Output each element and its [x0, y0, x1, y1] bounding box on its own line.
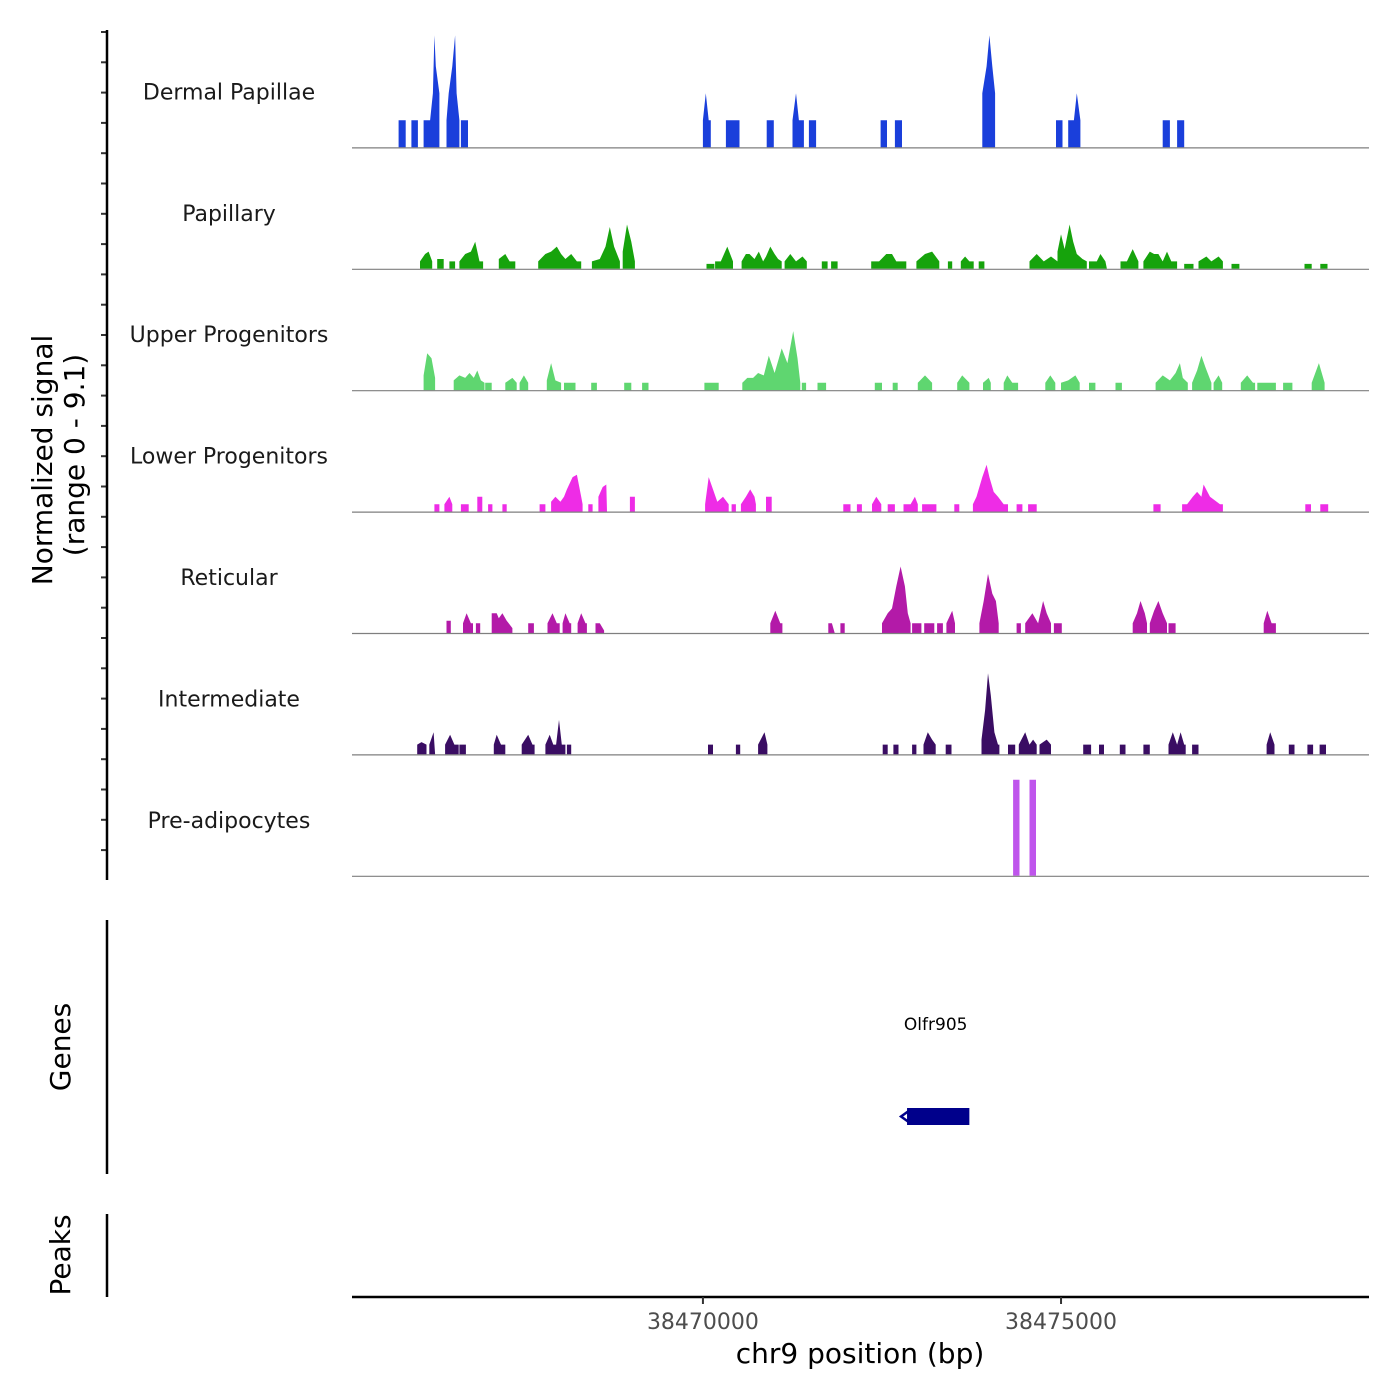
y-axis-title-line2: (range 0 - 9.1)	[58, 354, 91, 556]
genes-track-title: Genes	[44, 1003, 77, 1091]
track-lower-progenitors: Lower Progenitors	[130, 445, 1369, 513]
gene-body	[907, 1108, 970, 1125]
track-label: Lower Progenitors	[130, 445, 328, 470]
track-label: Reticular	[180, 566, 278, 591]
signal-area-reticular	[352, 566, 1369, 633]
track-pre-adipocytes: Pre-adipocytes	[148, 779, 1369, 877]
gene-label: Olfr905	[904, 1015, 968, 1035]
track-papillary: Papillary	[182, 202, 1369, 270]
signal-area-papillary	[352, 224, 1369, 269]
signal-area-lower-progenitors	[352, 464, 1369, 512]
y-axis-title-line1: Normalized signal	[26, 335, 59, 586]
signal-area-intermediate	[352, 673, 1369, 755]
track-dermal-papillae: Dermal Papillae	[143, 35, 1369, 149]
track-label: Upper Progenitors	[130, 323, 329, 348]
signal-area-upper-progenitors	[352, 331, 1369, 391]
peaks-track-title: Peaks	[44, 1214, 77, 1295]
x-axis-title: chr9 position (bp)	[736, 1337, 985, 1370]
track-label: Papillary	[182, 202, 276, 227]
gene-annotations: Olfr905	[898, 1015, 970, 1125]
track-label: Intermediate	[158, 687, 300, 712]
track-reticular: Reticular	[180, 566, 1369, 635]
strand-arrow-icon	[898, 1108, 911, 1125]
gene-olfr905: Olfr905	[898, 1015, 970, 1125]
signal-area-pre-adipocytes	[352, 779, 1369, 876]
track-upper-progenitors: Upper Progenitors	[130, 323, 1369, 392]
track-intermediate: Intermediate	[158, 673, 1369, 756]
x-axis-tick-label: 38470000	[647, 1310, 759, 1335]
signal-area-dermal-papillae	[352, 35, 1369, 148]
track-label: Dermal Papillae	[143, 80, 315, 105]
track-label: Pre-adipocytes	[148, 809, 311, 834]
x-axis-tick-label: 38475000	[1005, 1310, 1117, 1335]
x-axis-ticks: 38470000 38475000	[647, 1297, 1117, 1335]
signal-tracks: Dermal Papillae Papillary Upper Progenitor…	[130, 35, 1369, 877]
